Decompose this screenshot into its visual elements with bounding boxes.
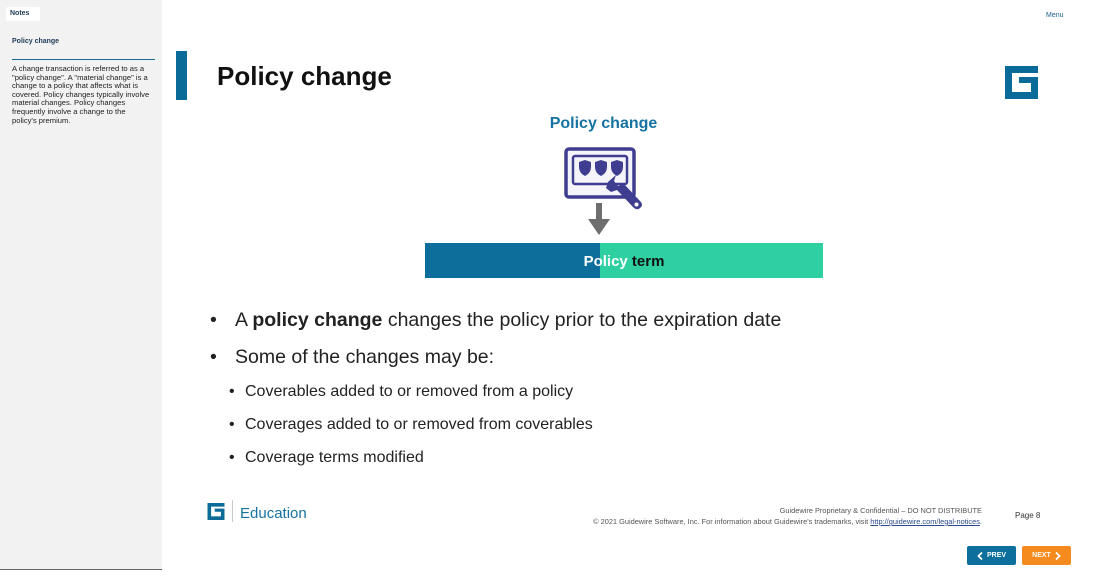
diagram-heading: Policy change bbox=[549, 115, 658, 132]
footer-line2-suffix: . bbox=[979, 517, 982, 526]
notes-panel: Notes Policy change A change transaction… bbox=[0, 0, 162, 570]
notes-heading: Policy change bbox=[12, 38, 155, 60]
footer-line1: Guidewire Proprietary & Confidential – D… bbox=[779, 506, 982, 515]
footer-line2-prefix: © 2021 Guidewire Software, Inc. For info… bbox=[593, 517, 871, 526]
sub-bullet-item: • Coverables added to or removed from a … bbox=[210, 383, 970, 416]
footer-line2: © 2021 Guidewire Software, Inc. For info… bbox=[470, 516, 982, 527]
notes-body: A change transaction is referred to as a… bbox=[12, 64, 150, 125]
bullet-dot: • bbox=[210, 309, 217, 331]
arrow-down-icon bbox=[588, 203, 610, 235]
bullet-dot: • bbox=[210, 346, 217, 368]
footer-legal-text: Guidewire Proprietary & Confidential – D… bbox=[470, 505, 982, 527]
bullet-text: Some of the changes may be: bbox=[235, 346, 495, 368]
sub-bullet-item: • Coverage terms modified bbox=[210, 449, 970, 482]
term-label-word2: term bbox=[631, 253, 665, 270]
guidewire-logo-icon bbox=[1005, 66, 1038, 99]
chevron-right-icon bbox=[1055, 551, 1061, 560]
guidewire-education-logo-icon bbox=[207, 503, 225, 520]
bullet-list: • A policy change changes the policy pri… bbox=[210, 309, 970, 482]
policy-term-label: Policy term bbox=[425, 253, 823, 270]
sub-bullet-item: • Coverages added to or removed from cov… bbox=[210, 416, 970, 449]
page-number: Page 8 bbox=[1015, 511, 1041, 520]
card-with-wrench-icon bbox=[564, 147, 642, 210]
legal-notices-link[interactable]: http://guidewire.com/legal-notices bbox=[870, 517, 980, 526]
bullet-prefix: A bbox=[235, 309, 253, 331]
prev-button-label: PREV bbox=[986, 552, 1007, 559]
footer-logo-divider bbox=[232, 500, 233, 522]
education-label: Education bbox=[240, 505, 307, 522]
sub-bullet-text: Coverables added to or removed from a po… bbox=[245, 383, 574, 400]
policy-term-bar bbox=[425, 243, 823, 278]
notes-tab[interactable]: Notes bbox=[6, 7, 40, 21]
term-bar-left-segment bbox=[425, 243, 600, 278]
slide-title: Policy change bbox=[217, 61, 392, 91]
bullet-item: • Some of the changes may be: bbox=[210, 346, 970, 383]
next-button-label: NEXT bbox=[1032, 552, 1051, 559]
bullet-dot: • bbox=[229, 383, 235, 400]
next-button[interactable]: NEXT bbox=[1022, 546, 1071, 565]
bullet-item: • A policy change changes the policy pri… bbox=[210, 309, 970, 346]
bullet-dot: • bbox=[229, 449, 235, 466]
bullet-bold-phrase: policy change bbox=[252, 309, 383, 331]
chevron-left-icon bbox=[977, 551, 983, 560]
title-accent-bar bbox=[176, 51, 187, 100]
term-label-word1: Policy bbox=[583, 253, 628, 270]
bullet-dot: • bbox=[229, 416, 235, 433]
sub-bullet-text: Coverages added to or removed from cover… bbox=[245, 416, 593, 433]
prev-button[interactable]: PREV bbox=[967, 546, 1016, 565]
term-bar-right-segment bbox=[600, 243, 823, 278]
sub-bullet-text: Coverage terms modified bbox=[245, 449, 424, 466]
bullet-text: A policy change changes the policy prior… bbox=[235, 309, 781, 332]
menu-link[interactable]: Menu bbox=[1046, 12, 1064, 19]
bullet-suffix: changes the policy prior to the expirati… bbox=[382, 309, 782, 331]
